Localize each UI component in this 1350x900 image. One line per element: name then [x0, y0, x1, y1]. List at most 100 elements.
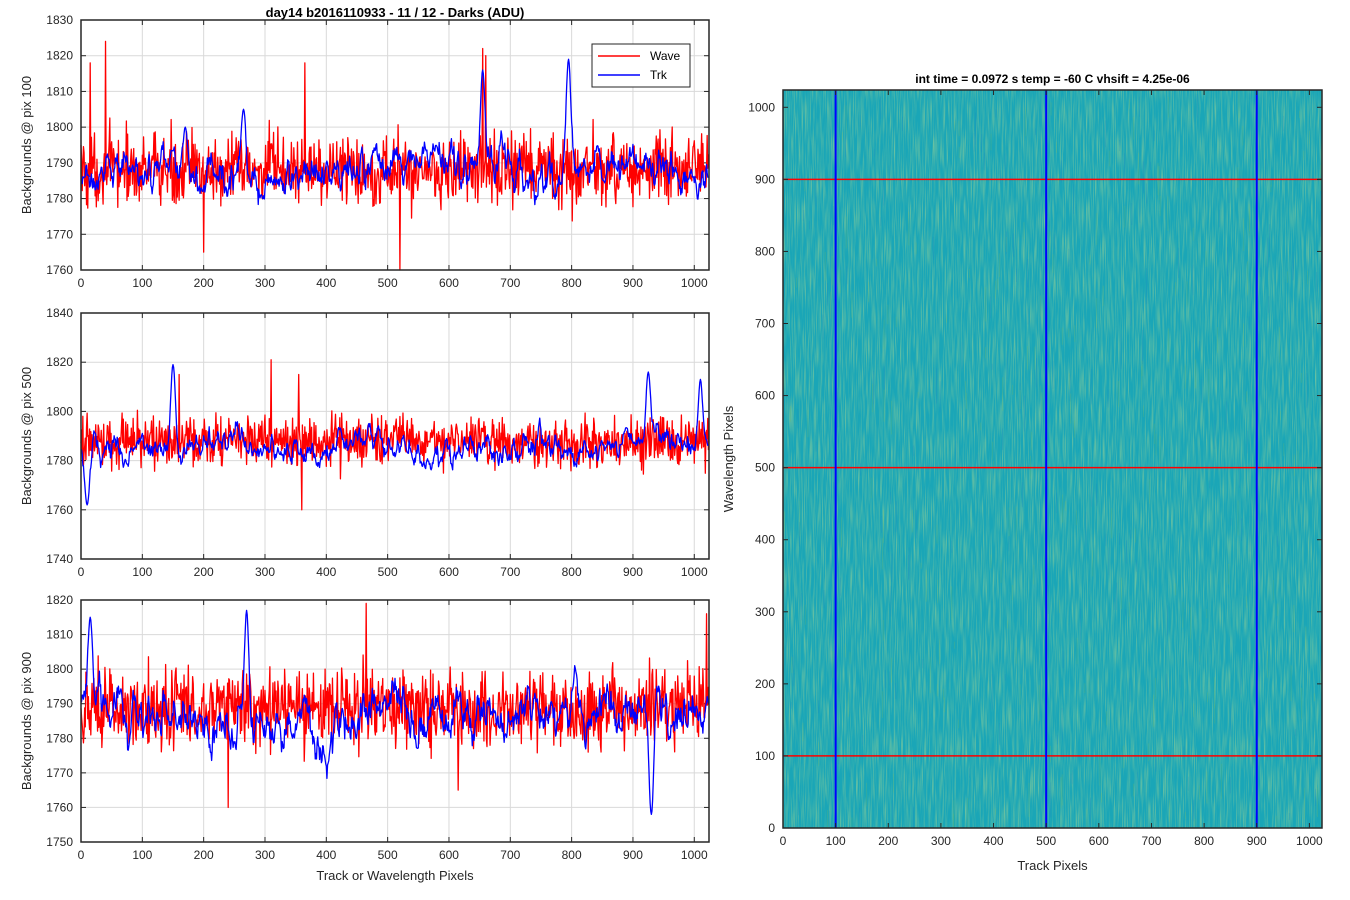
x-tick-label: 600: [439, 565, 459, 579]
y-axis-label: Backgrounds @ pix 900: [19, 652, 34, 790]
y-tick-label: 1780: [46, 192, 73, 206]
x-tick-label: 100: [132, 565, 152, 579]
image-title: int time = 0.0972 s temp = -60 C vhsift …: [915, 72, 1190, 86]
y-tick-label: 1780: [46, 454, 73, 468]
x-tick-label: 300: [255, 848, 275, 862]
x-tick-label: 700: [1141, 834, 1161, 848]
x-tick-label: 800: [562, 565, 582, 579]
x-tick-label: 1000: [681, 276, 708, 290]
x-tick-label: 600: [1089, 834, 1109, 848]
axes-1: 0 100 200 300 400 500 600 700 800 900 1000 1760 1770…: [19, 13, 710, 290]
y-tick-label: 1780: [46, 731, 73, 745]
x-tick-label: 0: [78, 276, 85, 290]
y-axis-label: Wavelength Pixels: [721, 405, 736, 512]
y-tick-label: 0: [768, 821, 775, 835]
x-tick-label: 800: [1194, 834, 1214, 848]
image-noise-texture: [783, 90, 1322, 828]
axes-box: [782, 89, 1323, 829]
x-tick-label: 500: [1036, 834, 1056, 848]
y-tick-label: 1820: [46, 49, 73, 63]
x-tick-label: 600: [439, 276, 459, 290]
y-tick-label: 1810: [46, 628, 73, 642]
x-tick-label: 400: [316, 848, 336, 862]
x-tick-label: 700: [500, 848, 520, 862]
y-tick-label: 400: [755, 533, 775, 547]
y-tick-label: 200: [755, 677, 775, 691]
y-tick-label: 1800: [46, 404, 73, 418]
y-axis-label: Backgrounds @ pix 100: [19, 76, 34, 214]
x-tick-label: 200: [194, 565, 214, 579]
axes-box: [80, 312, 710, 560]
x-tick-label: 600: [439, 848, 459, 862]
y-tick-label: 1830: [46, 13, 73, 27]
series-line-trk: [80, 609, 710, 815]
y-tick-label: 700: [755, 317, 775, 331]
x-axis-label: Track or Wavelength Pixels: [316, 868, 474, 883]
x-tick-label: 0: [78, 565, 85, 579]
x-tick-label: 200: [878, 834, 898, 848]
y-tick-label: 1760: [46, 800, 73, 814]
x-tick-label: 100: [826, 834, 846, 848]
x-tick-label: 900: [623, 276, 643, 290]
legend-box: [591, 43, 691, 88]
x-tick-label: 200: [194, 276, 214, 290]
y-tick-label: 300: [755, 605, 775, 619]
series-line-trk: [80, 58, 709, 206]
legend-label: Trk: [650, 68, 668, 82]
y-tick-label: 1800: [46, 662, 73, 676]
axes-box: [80, 599, 710, 843]
x-tick-label: 400: [316, 276, 336, 290]
x-tick-label: 0: [780, 834, 787, 848]
series-line-wave: [80, 40, 710, 271]
x-tick-label: 500: [378, 565, 398, 579]
image-streaks: [782, 91, 1323, 828]
x-tick-label: 1000: [681, 848, 708, 862]
x-tick-label: 100: [132, 848, 152, 862]
y-tick-label: 100: [755, 749, 775, 763]
y-tick-label: 1760: [46, 263, 73, 277]
x-tick-label: 900: [623, 565, 643, 579]
y-tick-label: 1760: [46, 503, 73, 517]
x-tick-label: 200: [194, 848, 214, 862]
x-tick-label: 700: [500, 565, 520, 579]
y-tick-label: 1800: [46, 120, 73, 134]
x-tick-label: 1000: [681, 565, 708, 579]
y-tick-label: 1840: [46, 306, 73, 320]
x-tick-label: 100: [132, 276, 152, 290]
y-tick-label: 900: [755, 172, 775, 186]
y-tick-label: 500: [755, 461, 775, 475]
y-tick-label: 1770: [46, 766, 73, 780]
x-tick-label: 300: [255, 565, 275, 579]
x-tick-label: 0: [78, 848, 85, 862]
y-tick-label: 1810: [46, 84, 73, 98]
axes-3: 0 100 200 300 400 500 600 700 800 900 1000 1750 1760…: [19, 593, 710, 883]
y-tick-label: 1790: [46, 697, 73, 711]
legend-label: Wave: [650, 49, 681, 63]
x-tick-label: 500: [378, 848, 398, 862]
y-tick-label: 1000: [748, 100, 775, 114]
x-tick-label: 900: [623, 848, 643, 862]
y-tick-label: 800: [755, 244, 775, 258]
y-tick-label: 1820: [46, 355, 73, 369]
x-tick-label: 1000: [1296, 834, 1323, 848]
y-tick-label: 1820: [46, 593, 73, 607]
series-line-wave: [80, 359, 710, 511]
x-tick-label: 500: [378, 276, 398, 290]
legend: Wave Trk: [591, 43, 691, 88]
x-tick-label: 700: [500, 276, 520, 290]
y-tick-label: 600: [755, 389, 775, 403]
y-tick-label: 1770: [46, 227, 73, 241]
axes-4: 0 100 200 300 400 500 600 700 800 900 1000 0 100 200 3…: [721, 72, 1323, 873]
axes-2: 0 100 200 300 400 500 600 700 800 900 1000 1740 1760…: [19, 306, 710, 579]
series-line-trk: [80, 364, 709, 506]
x-tick-label: 900: [1247, 834, 1267, 848]
x-tick-label: 800: [562, 276, 582, 290]
figure-title: day14 b2016110933 - 11 / 12 - Darks (ADU…: [266, 5, 525, 20]
x-tick-label: 400: [316, 565, 336, 579]
x-tick-label: 300: [931, 834, 951, 848]
y-axis-label: Backgrounds @ pix 500: [19, 367, 34, 505]
series-line-wave: [80, 602, 710, 809]
x-tick-label: 800: [562, 848, 582, 862]
y-tick-label: 1740: [46, 552, 73, 566]
